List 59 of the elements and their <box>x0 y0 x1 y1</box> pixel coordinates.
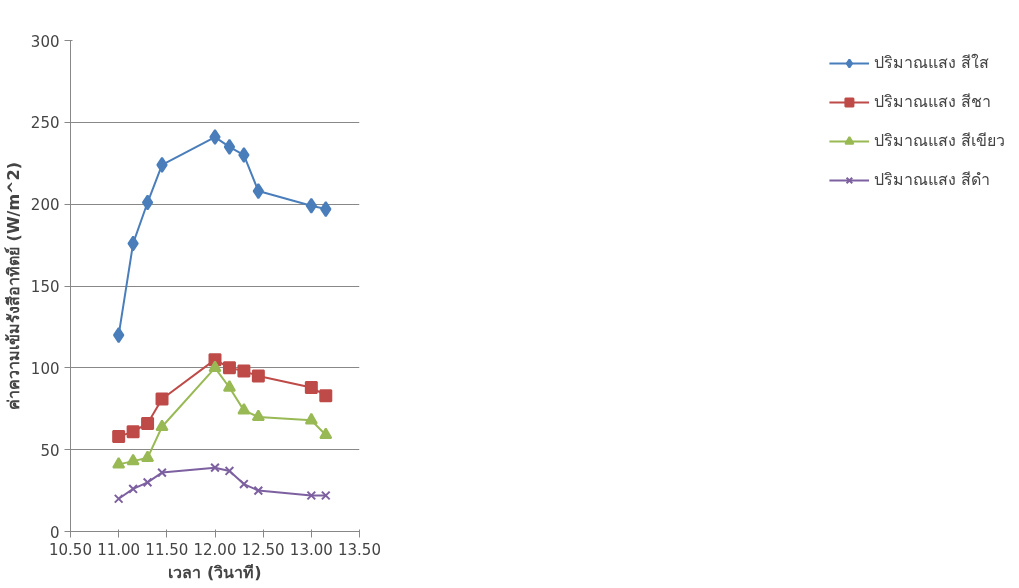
legend-label: ปริมาณแสง สีชา <box>873 91 991 113</box>
y-tick-label: 250 <box>30 114 60 133</box>
point <box>252 183 265 200</box>
y-tick-label: 100 <box>30 359 60 378</box>
point <box>251 369 265 383</box>
point <box>224 466 235 476</box>
y-tick-label: 0 <box>49 523 60 542</box>
point <box>112 430 126 444</box>
point <box>155 392 169 406</box>
x-axis-title: เวลา (วินาที) <box>168 562 262 582</box>
point <box>304 380 318 394</box>
x-tick-label: 12.50 <box>241 540 285 559</box>
point <box>238 147 250 164</box>
point <box>239 479 249 489</box>
point <box>253 485 264 496</box>
x-tick-label: 13.50 <box>338 540 381 559</box>
legend-label: ปริมาณแสง สีดำ <box>873 169 990 191</box>
point <box>320 490 331 501</box>
point <box>113 327 125 344</box>
point <box>141 194 154 211</box>
point <box>222 380 236 392</box>
point <box>237 403 251 415</box>
point <box>209 129 221 146</box>
point <box>127 235 139 252</box>
x-tick-label: 11.50 <box>145 540 189 559</box>
y-tick-label: 50 <box>40 441 60 460</box>
point <box>306 490 317 501</box>
y-tick-label: 300 <box>30 32 60 51</box>
point <box>157 467 167 478</box>
point <box>208 360 222 373</box>
x-tick-label: 12.00 <box>193 540 237 559</box>
point <box>155 419 169 431</box>
point <box>128 484 139 494</box>
point <box>304 412 318 425</box>
point <box>222 361 236 375</box>
point <box>126 425 140 439</box>
y-axis-title: ค่าความเข้มรังสีอาทิตย์ (W/m^2) <box>3 162 23 410</box>
x-tick-label: 13.00 <box>289 540 333 559</box>
point <box>141 416 155 430</box>
y-tick-label: 150 <box>30 278 60 296</box>
legend-label: ปริมาณแสง สีใส <box>873 52 989 74</box>
point <box>210 462 220 473</box>
point <box>142 477 153 488</box>
point <box>319 389 333 403</box>
x-tick-label: 11.00 <box>97 540 141 559</box>
point <box>237 364 251 378</box>
point <box>319 427 333 440</box>
point <box>113 493 124 504</box>
point <box>112 457 126 469</box>
y-tick-label: 200 <box>30 196 60 215</box>
legend-label: ปริมาณแสง สีเขียว <box>873 130 1005 152</box>
point <box>223 138 236 155</box>
point <box>141 450 155 463</box>
point <box>126 453 140 466</box>
point <box>156 156 168 173</box>
point <box>305 197 317 214</box>
x-tick-label: 10.50 <box>49 540 92 559</box>
point <box>320 201 332 218</box>
point <box>251 409 265 422</box>
